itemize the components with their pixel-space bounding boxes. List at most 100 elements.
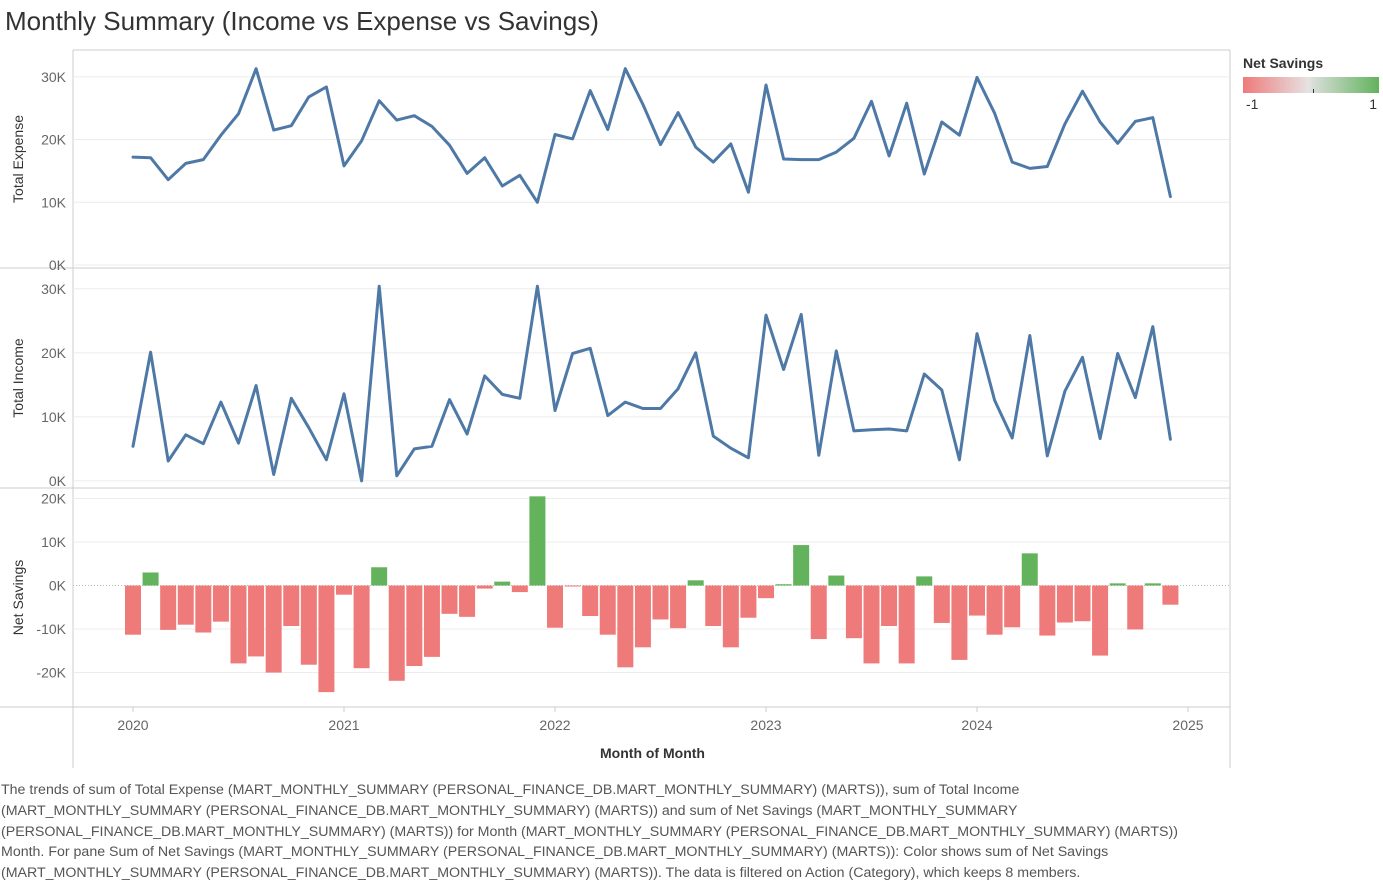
bar bbox=[265, 585, 282, 673]
bar bbox=[476, 585, 493, 589]
bar bbox=[248, 585, 265, 657]
bar bbox=[371, 567, 388, 586]
bar bbox=[1092, 585, 1109, 656]
pane-net-savings: -20K -10K 0K 10K 20K Net Savings bbox=[10, 491, 1230, 693]
bar bbox=[863, 585, 880, 664]
bar bbox=[1021, 553, 1038, 586]
y-tick-label: -20K bbox=[36, 665, 66, 681]
x-tick-label: 2020 bbox=[117, 717, 148, 733]
y-tick-label: 30K bbox=[41, 69, 67, 85]
legend-color-ramp bbox=[1243, 77, 1379, 93]
color-legend: Net Savings -1 1 bbox=[1243, 55, 1379, 115]
y-tick-label: 0K bbox=[49, 578, 67, 594]
x-tick-label: 2025 bbox=[1172, 717, 1203, 733]
y-axis-title: Total Expense bbox=[10, 115, 26, 203]
bar bbox=[125, 585, 141, 635]
series-line bbox=[131, 284, 1172, 483]
bar bbox=[617, 585, 634, 668]
bar bbox=[687, 580, 704, 586]
bar bbox=[1144, 583, 1161, 586]
y-tick-label: 10K bbox=[41, 194, 67, 210]
bar bbox=[722, 585, 739, 648]
bar bbox=[212, 585, 229, 622]
bar bbox=[898, 585, 915, 664]
bar bbox=[388, 585, 405, 681]
y-tick-label: 20K bbox=[41, 132, 67, 148]
y-axis-title: Total Income bbox=[10, 338, 26, 418]
bar bbox=[951, 585, 968, 660]
bar bbox=[969, 585, 985, 616]
y-axis-title: Net Savings bbox=[10, 560, 26, 635]
legend-max-label: 1 bbox=[1369, 96, 1377, 112]
legend-min-label: -1 bbox=[1246, 96, 1259, 112]
bar bbox=[1004, 585, 1021, 628]
bar bbox=[1127, 585, 1144, 630]
bar bbox=[828, 575, 845, 586]
bar bbox=[582, 585, 599, 616]
x-tick-label: 2022 bbox=[539, 717, 570, 733]
legend-title: Net Savings bbox=[1243, 55, 1324, 71]
bar bbox=[705, 585, 722, 626]
x-tick-label: 2024 bbox=[961, 717, 992, 733]
bar bbox=[810, 585, 827, 640]
bar bbox=[670, 585, 687, 629]
x-axis-title: Month of Month bbox=[600, 745, 705, 761]
bar bbox=[353, 585, 370, 669]
bar bbox=[933, 585, 950, 623]
bar bbox=[564, 585, 581, 587]
y-tick-label: 30K bbox=[41, 281, 67, 297]
chart-caption: The trends of sum of Total Expense (MART… bbox=[1, 782, 1178, 882]
y-tick-label: 10K bbox=[41, 534, 67, 550]
bar bbox=[336, 585, 352, 595]
bar bbox=[195, 585, 212, 633]
bar bbox=[986, 585, 1003, 635]
bar bbox=[441, 585, 458, 614]
series-line bbox=[131, 67, 1172, 204]
bar bbox=[1056, 585, 1073, 623]
y-tick-label: 0K bbox=[49, 257, 67, 273]
bar bbox=[652, 585, 669, 620]
x-tick-label: 2021 bbox=[328, 717, 359, 733]
y-tick-label: -10K bbox=[36, 621, 66, 637]
bar bbox=[494, 581, 511, 586]
bar bbox=[916, 576, 933, 586]
bar bbox=[406, 585, 423, 667]
bar bbox=[459, 585, 476, 617]
x-tick-label: 2023 bbox=[750, 717, 781, 733]
bar bbox=[142, 572, 159, 586]
bar bbox=[845, 585, 862, 639]
bar bbox=[283, 585, 300, 626]
pane-total-income: 0K 10K 20K 30K Total Income bbox=[10, 281, 1230, 489]
bar bbox=[1162, 585, 1179, 605]
y-tick-label: 20K bbox=[41, 491, 67, 507]
bar bbox=[1074, 585, 1091, 622]
y-tick-label: 10K bbox=[41, 409, 67, 425]
bar bbox=[547, 585, 563, 628]
bar bbox=[230, 585, 247, 664]
bar bbox=[599, 585, 616, 635]
bar bbox=[318, 585, 335, 693]
bar bbox=[740, 585, 757, 618]
y-tick-label: 20K bbox=[41, 345, 67, 361]
bar bbox=[881, 585, 898, 626]
bar bbox=[758, 585, 774, 599]
chart-frame bbox=[0, 49, 1231, 768]
chart-panes: 0K 10K 20K 30K Total Expense 0K 10K 20K 30K Total… bbox=[10, 67, 1230, 693]
bar bbox=[1039, 585, 1056, 636]
bar bbox=[634, 585, 651, 648]
bar bbox=[511, 585, 528, 593]
legend-midpoint-tick bbox=[1313, 89, 1314, 93]
x-axis: 2020 2021 2022 2023 2024 2025 Month of Month bbox=[117, 707, 1204, 761]
y-tick-label: 0K bbox=[49, 473, 67, 489]
bar bbox=[177, 585, 194, 625]
bar bbox=[775, 584, 792, 586]
bar bbox=[793, 545, 810, 586]
pane-total-expense: 0K 10K 20K 30K Total Expense bbox=[10, 67, 1230, 273]
bar bbox=[160, 585, 177, 630]
bar bbox=[529, 496, 546, 586]
page-title: Monthly Summary (Income vs Expense vs Sa… bbox=[5, 6, 599, 36]
bar bbox=[300, 585, 317, 665]
bar bbox=[423, 585, 440, 657]
bar bbox=[1109, 583, 1126, 586]
